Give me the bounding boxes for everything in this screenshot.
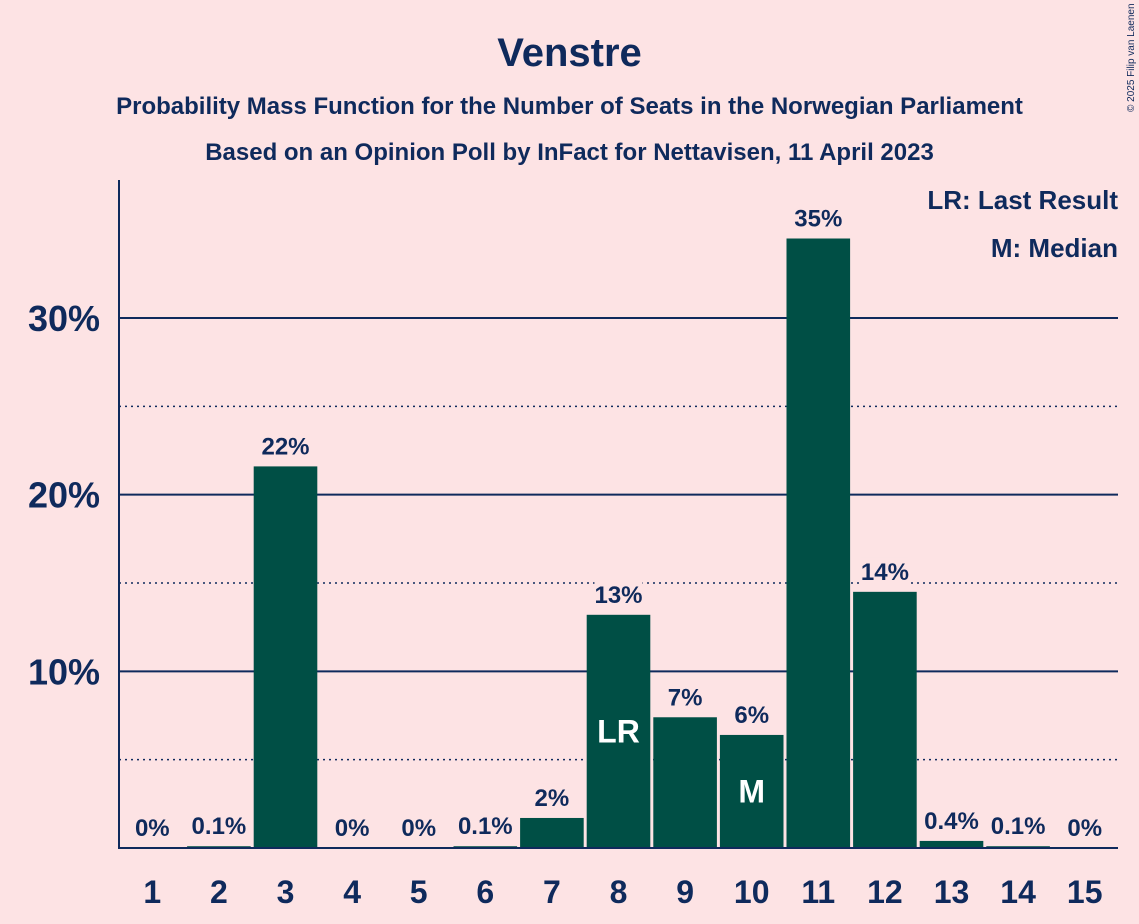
x-tick-label: 4 [343,874,361,910]
value-label: 2% [535,785,570,812]
value-label: 13% [594,582,642,609]
x-tick-label: 9 [676,874,694,910]
bar [520,817,584,848]
copyright-text: © 2025 Filip van Laenen [1126,3,1137,112]
bar [719,734,784,848]
value-label: 0.1% [991,813,1046,840]
value-label: 0.1% [458,813,513,840]
bar [253,466,318,848]
x-tick-label: 7 [543,874,561,910]
value-label: 0% [335,815,370,842]
legend-bg [905,183,1120,219]
value-label-bg [668,683,703,712]
y-tick-label: 30% [28,298,100,339]
chart-subtitle: Probability Mass Function for the Number… [116,93,1023,120]
chart-subtitle-2: Based on an Opinion Poll by InFact for N… [205,139,934,166]
x-tick-label: 10 [734,874,770,910]
value-label: 7% [668,684,703,711]
value-label: 35% [794,206,842,233]
x-tick-label: 3 [277,874,295,910]
value-label-bg [187,812,250,841]
value-label: 22% [261,433,309,460]
x-tick-label: 12 [867,874,903,910]
value-label: 6% [734,702,769,729]
value-label-bg [860,557,909,586]
bar [653,717,717,848]
value-label: 0% [401,815,436,842]
bar [586,614,651,848]
legend-item: LR: Last Result [927,185,1118,215]
x-tick-label: 14 [1000,874,1036,910]
x-tick-label: 2 [210,874,228,910]
value-label-bg [261,432,310,461]
x-tick-label: 5 [410,874,428,910]
x-tick-label: 1 [143,874,161,910]
value-label-bg [987,812,1050,841]
x-tick-label: 6 [476,874,494,910]
bar-annotation: M [738,773,765,809]
value-label-bg [135,814,170,842]
x-tick-label: 13 [934,874,970,910]
bar [853,591,917,848]
y-tick-label: 20% [28,475,100,516]
legend-item: M: Median [991,233,1118,263]
value-label-bg [401,814,436,842]
x-tick-label: 15 [1067,874,1103,910]
value-label-bg [920,806,983,835]
value-label-bg [534,783,569,812]
bar [786,238,851,848]
value-label-bg [594,580,643,609]
y-tick-label: 10% [28,651,100,692]
value-label-bg [794,204,843,233]
bar [919,840,984,848]
bar-annotation: LR [597,713,640,749]
value-label-bg [734,700,769,729]
chart-title: Venstre [497,31,642,75]
value-label: 0.1% [192,813,247,840]
value-label: 14% [861,559,909,586]
x-tick-label: 11 [801,874,835,910]
x-tick-label: 8 [610,874,628,910]
legend-bg [986,231,1120,267]
value-label: 0.4% [924,808,979,835]
value-label-bg [335,814,370,842]
value-label-bg [454,812,517,841]
value-label: 0% [1067,815,1102,842]
value-label: 0% [135,815,170,842]
value-label-bg [1067,814,1102,842]
